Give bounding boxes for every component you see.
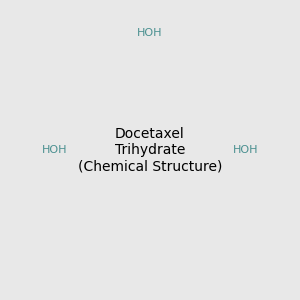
Text: HOH: HOH — [137, 28, 163, 38]
Text: HOH: HOH — [232, 145, 258, 155]
Text: Docetaxel
Trihydrate
(Chemical Structure): Docetaxel Trihydrate (Chemical Structure… — [78, 127, 222, 173]
Text: HOH: HOH — [42, 145, 68, 155]
